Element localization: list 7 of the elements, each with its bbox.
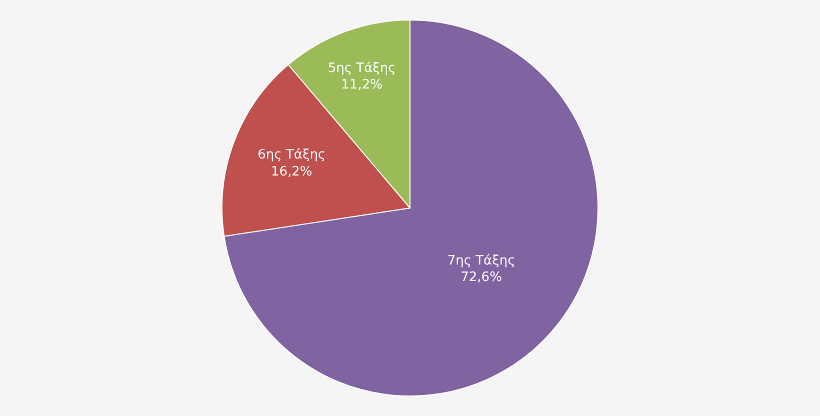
data-label: 16,2% [270, 164, 312, 180]
data-label: 11,2% [341, 78, 382, 93]
pie-slice [224, 20, 598, 396]
slice-label: 6ης Τάξης [258, 148, 326, 163]
slice-label: 5ης Τάξης [328, 60, 396, 76]
data-label: 72,6% [460, 270, 502, 286]
slice-label: 7ης Τάξης [447, 253, 516, 268]
